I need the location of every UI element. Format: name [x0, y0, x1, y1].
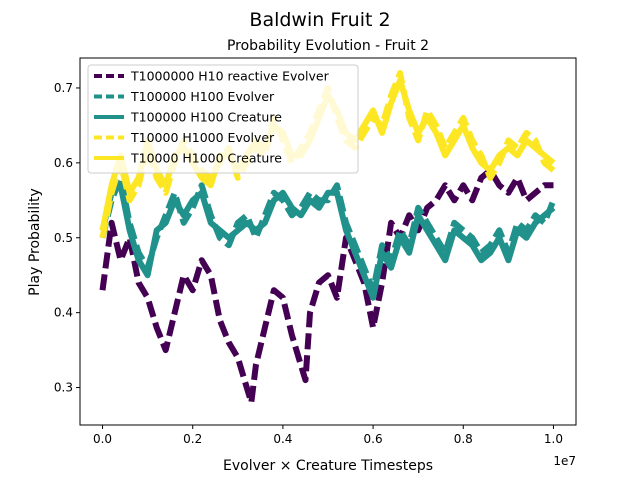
plot-frame	[79, 57, 577, 426]
x-tick-label: 0.4	[273, 432, 292, 446]
x-tick-label: 0.0	[93, 432, 112, 446]
chart-title: Probability Evolution - Fruit 2	[227, 38, 429, 54]
y-axis: 0.3 0.4 0.5 0.6 0.7	[54, 81, 80, 395]
legend-label-1: T1000000 H10 reactive Evolver	[130, 69, 330, 84]
x-axis-offset-text: 1e7	[553, 454, 576, 468]
legend-label-2: T100000 H100 Evolver	[130, 89, 275, 104]
legend-label-5: T10000 H1000 Creature	[130, 151, 282, 166]
x-axis-label: Evolver × Creature Timesteps	[223, 458, 433, 474]
y-tick-label: 0.4	[54, 306, 73, 320]
series-line-3	[99, 182, 556, 301]
x-axis: 0.0 0.2 0.4 0.6 0.8 1.0	[93, 425, 563, 446]
y-tick-label: 0.5	[54, 231, 73, 245]
legend-label-4: T10000 H1000 Evolver	[130, 130, 275, 145]
legend: T1000000 H10 reactive Evolver T100000 H10…	[87, 64, 359, 174]
series-line-1	[99, 167, 554, 406]
y-axis-label: Play Probability	[27, 188, 43, 296]
x-tick-label: 0.6	[364, 432, 383, 446]
legend-label-3: T100000 H100 Creature	[130, 110, 282, 125]
x-tick-label: 0.2	[183, 432, 202, 446]
y-tick-label: 0.3	[54, 381, 73, 395]
figure-suptitle: Baldwin Fruit 2	[249, 9, 390, 31]
legend-box	[87, 64, 359, 174]
x-tick-label: 1.0	[544, 432, 563, 446]
y-tick-label: 0.7	[54, 81, 73, 95]
x-tick-label: 0.8	[454, 432, 473, 446]
y-tick-label: 0.6	[54, 156, 73, 170]
